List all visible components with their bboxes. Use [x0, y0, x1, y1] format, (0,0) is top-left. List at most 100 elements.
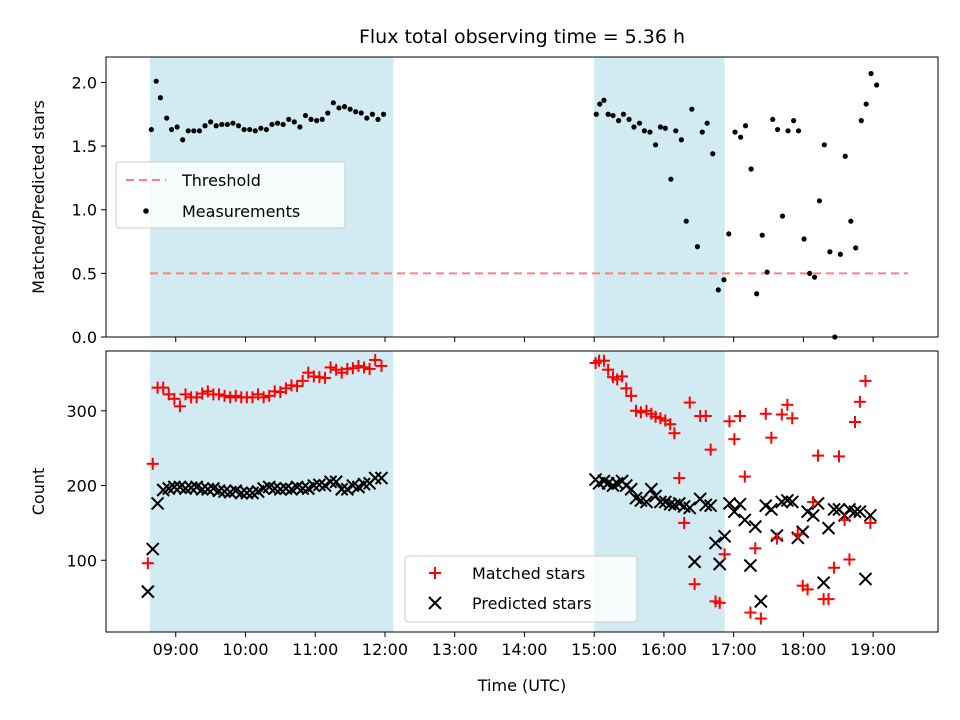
matched-star-point [759, 407, 772, 420]
measurement-point [657, 124, 664, 130]
matched-star-point [218, 389, 231, 402]
measurement-point [597, 101, 603, 107]
matched-star-point [634, 406, 647, 419]
measurement-point [779, 213, 786, 219]
bottom-x-tick-label: 17:00 [711, 640, 757, 659]
predicted-star-point [335, 482, 349, 496]
measurement-point [816, 198, 823, 204]
predicted-star-point [733, 497, 747, 511]
matched-star-point [668, 427, 681, 440]
measurement-point [230, 120, 236, 126]
measurement-point [353, 109, 359, 115]
matched-star-point [832, 450, 845, 463]
measurement-point [842, 153, 848, 159]
matched-star-point [718, 548, 731, 561]
predicted-star-point [195, 482, 209, 496]
predicted-star-point [374, 471, 389, 485]
measurement-point [626, 116, 632, 122]
measurement-point [721, 277, 727, 283]
predicted-star-point [268, 481, 282, 496]
top-y-tick-label: 1.0 [72, 201, 97, 220]
legend-threshold-label: Threshold [181, 171, 261, 190]
top-y-tick-label: 0.0 [72, 328, 97, 347]
predicted-star-point [703, 498, 718, 513]
measurement-point [157, 95, 163, 101]
measurement-point [738, 134, 744, 140]
measurement-point [153, 78, 159, 84]
measurement-point [636, 120, 643, 126]
top-y-axis-label: Matched/Predicted stars [29, 100, 48, 294]
measurement-point [874, 82, 880, 88]
measurement-point [274, 120, 281, 126]
predicted-star-point [699, 498, 713, 512]
matched-star-point [733, 410, 746, 423]
measurement-point [610, 112, 616, 119]
top-axes-frame [105, 56, 939, 338]
predicted-star-point [743, 558, 758, 573]
bottom-x-tick-label: 10:00 [222, 640, 268, 659]
matched-star-point [713, 596, 726, 609]
matched-star-point [699, 410, 712, 423]
predicted-star-point [201, 482, 215, 496]
predicted-star-point [683, 501, 697, 515]
predicted-star-point [816, 575, 831, 590]
predicted-star-point [827, 502, 841, 517]
matched-star-point [369, 353, 382, 366]
measurement-point [164, 115, 170, 121]
matched-star-point [838, 513, 851, 526]
measurement-point [795, 128, 802, 134]
predicted-star-point [858, 572, 873, 586]
bottom-panel: 100 200 300 09:00 10:00 11:00 12:00 13:00 14:00… [29, 350, 939, 695]
measurement-point [715, 287, 721, 293]
predicted-star-point [848, 504, 862, 519]
top-y-tick-label: 0.5 [72, 264, 97, 283]
measurement-point [347, 106, 353, 112]
top-y-tick-label: 2.0 [72, 73, 97, 92]
matched-star-point [673, 472, 686, 485]
predicted-star-point [717, 529, 732, 544]
measurement-point [694, 244, 700, 250]
predicted-star-point [738, 513, 752, 527]
bottom-x-tick-label: 12:00 [362, 640, 408, 659]
measurement-point [774, 126, 781, 133]
measurement-point [185, 128, 191, 134]
predicted-star-point [644, 482, 659, 496]
matched-star-point [252, 388, 265, 401]
matched-star-point [754, 612, 767, 625]
matched-star-point [775, 408, 788, 421]
measurement-point [168, 126, 175, 133]
predicted-star-point [708, 536, 723, 550]
matched-star-point [849, 415, 862, 428]
measurement-point [319, 116, 325, 122]
matched-star-point [212, 388, 225, 401]
measurement-point [308, 116, 314, 122]
matched-star-point [375, 359, 388, 372]
predicted-star-point [687, 555, 702, 569]
top-series [148, 70, 909, 340]
top-x-ticks [175, 337, 874, 342]
measurement-point [732, 129, 738, 135]
measurement-point [605, 111, 611, 117]
legend-matched-swatch [429, 567, 441, 579]
measurement-point [748, 166, 754, 172]
bottom-series [141, 353, 878, 625]
matched-star-point [620, 382, 633, 395]
predicted-star-point [240, 486, 254, 500]
measurement-point [263, 126, 270, 133]
predicted-star-point [780, 493, 795, 508]
predicted-star-point [217, 484, 232, 499]
predicted-star-point [821, 521, 836, 535]
measurement-point [868, 70, 874, 77]
matched-star-point [330, 363, 343, 376]
legend-predicted-label: Predicted stars [472, 594, 592, 613]
bottom-x-tick-label: 16:00 [641, 640, 687, 659]
matched-star-point [791, 528, 804, 541]
matched-star-point [864, 516, 877, 529]
measurement-point [699, 129, 705, 135]
matched-star-point [602, 363, 615, 376]
matched-star-point [246, 391, 259, 404]
bottom-y-ticks: 100 200 300 [66, 402, 106, 570]
bottom-legend-box [404, 555, 638, 623]
matched-star-point [770, 532, 783, 545]
